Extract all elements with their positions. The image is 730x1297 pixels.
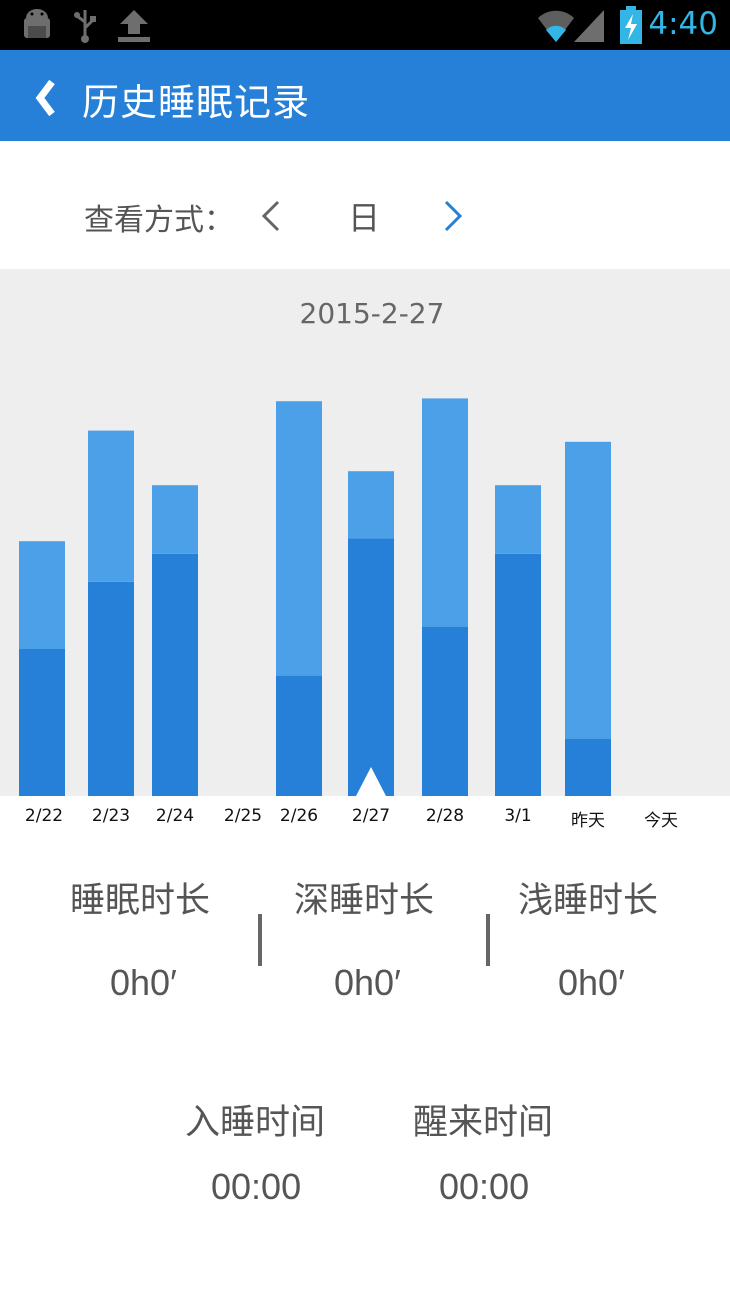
- deep-sleep-value: 0h0′: [334, 962, 401, 1003]
- deep-sleep-label: 深睡时长: [294, 881, 435, 921]
- x-tick-label: 2/24: [155, 806, 195, 826]
- x-tick-label: 2/26: [279, 806, 319, 826]
- wifi-icon: [538, 10, 574, 42]
- chevron-left-icon[interactable]: [258, 199, 284, 233]
- x-tick-label: 2/27: [351, 806, 391, 826]
- chart-bar-deep[interactable]: [88, 581, 134, 796]
- chart-bar-light[interactable]: [19, 541, 65, 649]
- chart-bar-light[interactable]: [276, 401, 322, 676]
- chart-bar-light[interactable]: [348, 471, 394, 539]
- status-clock: 4:40: [648, 6, 718, 42]
- stat-divider: [486, 914, 490, 966]
- chart-bar-deep[interactable]: [348, 538, 394, 796]
- battery-charging-icon: [620, 6, 642, 44]
- selected-indicator-icon: [356, 767, 386, 796]
- chart-bar-light[interactable]: [152, 485, 198, 554]
- x-tick-label: 2/28: [425, 806, 465, 826]
- app-bar: 历史睡眠记录: [0, 50, 730, 141]
- view-mode-row: 查看方式： 日: [0, 141, 730, 269]
- x-tick-label: 2/23: [91, 806, 131, 826]
- view-mode-label: 查看方式：: [84, 203, 234, 238]
- chart-date: 2015-2-27: [299, 297, 445, 330]
- chart-bar-light[interactable]: [495, 485, 541, 554]
- sleep-chart: 2015-2-27: [0, 269, 730, 796]
- chart-bar-deep[interactable]: [495, 553, 541, 796]
- x-tick-label: 今天: [644, 811, 678, 831]
- chart-bar-deep[interactable]: [276, 675, 322, 796]
- upload-icon: [118, 10, 150, 42]
- status-bar: 4:40: [0, 0, 730, 50]
- page-title: 历史睡眠记录: [82, 81, 310, 124]
- signal-icon: [574, 10, 604, 42]
- chart-bar-deep[interactable]: [152, 553, 198, 796]
- chart-plot: [19, 398, 611, 796]
- chart-bar-deep[interactable]: [565, 738, 611, 796]
- chart-bar-deep[interactable]: [19, 649, 65, 796]
- x-tick-label: 2/22: [24, 806, 64, 826]
- chart-x-axis: 2/22 2/23 2/24 2/25 2/26 2/27 2/28 3/1 昨天 今天: [0, 796, 730, 840]
- sleep-time-value: 00:00: [211, 1166, 302, 1207]
- usb-icon: [74, 10, 96, 43]
- wake-time-value: 00:00: [439, 1166, 530, 1207]
- back-chevron-icon[interactable]: [30, 78, 60, 118]
- wake-time-label: 醒来时间: [413, 1103, 554, 1143]
- view-mode-value: 日: [348, 199, 381, 237]
- chart-bar-light[interactable]: [422, 398, 468, 627]
- android-debug-icon: [24, 9, 50, 38]
- sleep-duration-label: 睡眠时长: [70, 881, 211, 921]
- chart-bar-light[interactable]: [88, 430, 134, 582]
- chart-bar-light[interactable]: [565, 441, 611, 739]
- sleep-time-label: 入睡时间: [185, 1103, 326, 1143]
- light-sleep-label: 浅睡时长: [518, 881, 659, 921]
- x-tick-label: 2/25: [223, 806, 263, 826]
- x-tick-label: 3/1: [504, 806, 532, 826]
- chart-bar-deep[interactable]: [422, 626, 468, 796]
- light-sleep-value: 0h0′: [558, 962, 625, 1003]
- chevron-right-icon[interactable]: [440, 199, 466, 233]
- stat-divider: [258, 914, 262, 966]
- x-tick-label: 昨天: [571, 811, 605, 831]
- sleep-duration-value: 0h0′: [110, 962, 177, 1003]
